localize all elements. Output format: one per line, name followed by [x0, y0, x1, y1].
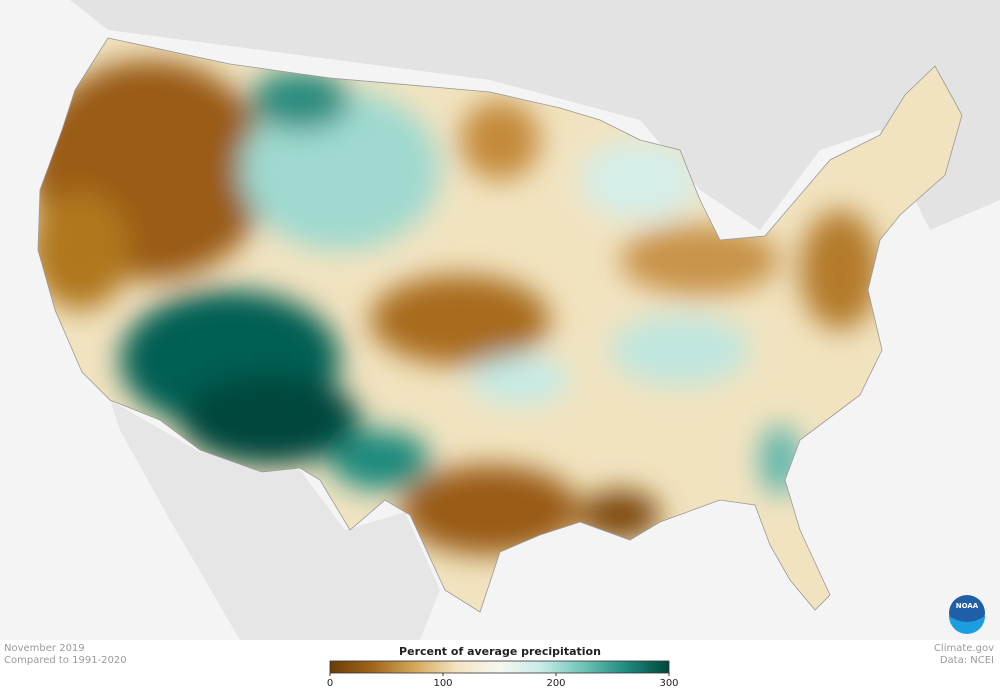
colorbar — [329, 660, 670, 674]
tick-label: 100 — [433, 678, 452, 689]
logo-text: NOAA — [956, 602, 979, 610]
baseline-label: Compared to 1991-2020 — [4, 655, 127, 666]
data-label: Data: NCEI — [940, 655, 994, 666]
tick-label: 300 — [659, 678, 678, 689]
noaa-logo-wave — [949, 616, 985, 634]
tick-label: 200 — [546, 678, 565, 689]
canada — [0, 0, 1000, 230]
us-outline — [37, 37, 963, 613]
legend-title: Percent of average precipitation — [399, 645, 601, 658]
mexico — [110, 400, 440, 640]
legend-ticks: 0 100 200 300 — [327, 673, 679, 689]
date-label: November 2019 — [4, 643, 85, 654]
source-label: Climate.gov — [934, 643, 994, 654]
tick-label: 0 — [327, 678, 333, 689]
